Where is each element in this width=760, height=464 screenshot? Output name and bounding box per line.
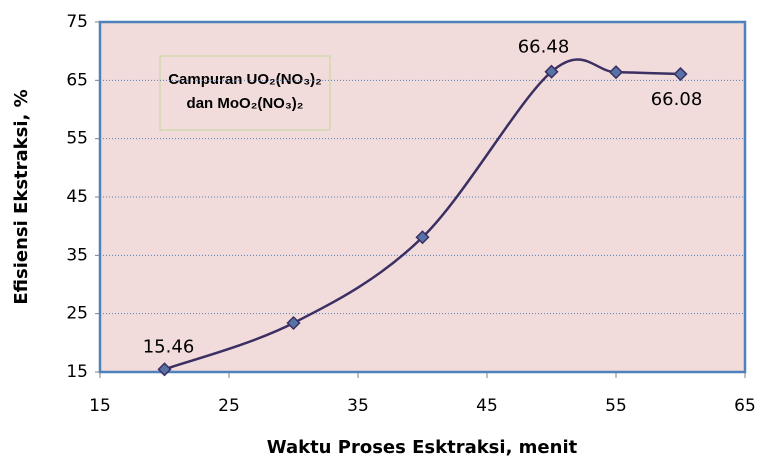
plot-border: [98, 20, 747, 374]
marker: [415, 230, 430, 245]
y-tick-label: 45: [66, 187, 88, 207]
x-tick-label: 35: [347, 396, 369, 416]
y-tick-label: 65: [66, 70, 88, 90]
x-tick-label: 25: [218, 396, 240, 416]
marker: [673, 66, 688, 82]
marker: [286, 315, 301, 331]
x-tick-label: 65: [734, 396, 756, 416]
x-tick-label: 15: [89, 396, 111, 416]
annotation-box: [159, 55, 331, 131]
y-tick-label: 35: [66, 245, 88, 265]
y-tick-label: 55: [66, 129, 88, 149]
x-tick-label: 45: [476, 396, 498, 416]
marker: [608, 65, 624, 80]
y-axis-title: Efisiensi Ekstraksi, %: [11, 89, 32, 304]
marker: [544, 64, 559, 79]
data-label: 66.08: [651, 89, 703, 110]
marker: [157, 362, 172, 377]
annotation: dan MoO₂(NO₃)₂: [187, 95, 304, 112]
y-tick-label: 15: [66, 362, 88, 382]
data-label: 15.46: [143, 336, 195, 357]
y-tick-label: 75: [66, 12, 88, 32]
x-tick-label: 55: [605, 396, 627, 416]
annotation: Campuran UO₂(NO₃)₂: [168, 71, 322, 88]
y-tick-label: 25: [66, 304, 88, 324]
x-axis-title: Waktu Proses Esktraksi, menit: [267, 437, 578, 458]
data-label: 66.48: [518, 37, 570, 58]
